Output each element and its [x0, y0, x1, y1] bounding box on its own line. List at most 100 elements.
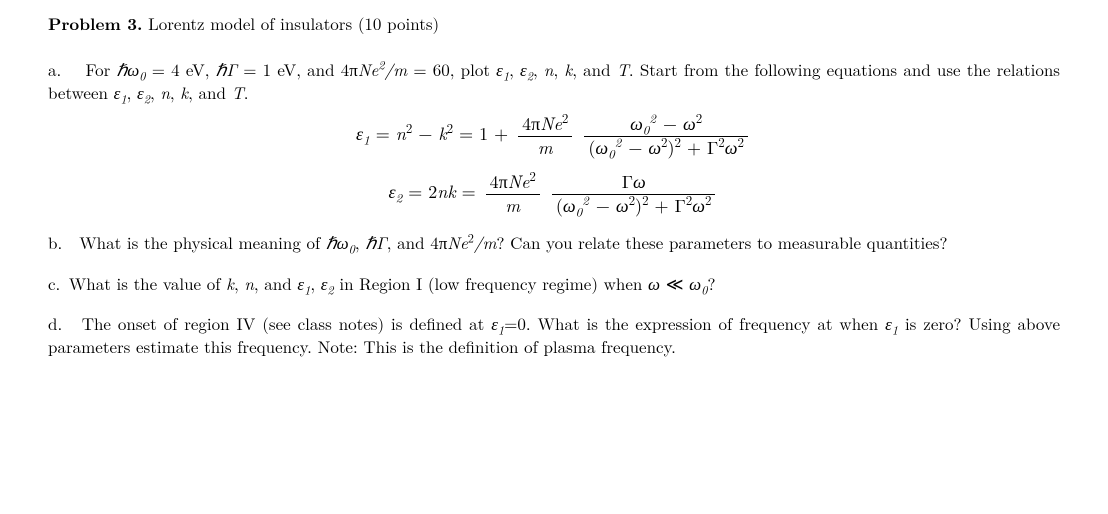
- problem-title: Problem 3. Lorentz model of insulators (…: [48, 12, 1060, 36]
- num: 4πNe2: [486, 172, 540, 195]
- T: T: [617, 57, 629, 81]
- eps: ε: [885, 311, 892, 335]
- plus: + Γ: [681, 135, 718, 160]
- equation-eps1: ε1 = n2 − k2 = 1 + 4πNe2 m ω02 − ω2 (ω02…: [48, 114, 1060, 158]
- sep: , and 4π: [387, 230, 448, 254]
- eq-line: ε2 = 2nk = 4πNe2 m Γω (ω02 − ω2)2 + Γ2ω2: [389, 172, 720, 216]
- minus: −: [412, 121, 438, 146]
- w: ω: [630, 111, 643, 136]
- eq: =: [370, 121, 396, 146]
- w: ω: [725, 135, 738, 160]
- over-m: /m: [474, 230, 497, 254]
- w: ω: [689, 271, 701, 295]
- n: n: [396, 121, 406, 146]
- problem-page: Problem 3. Lorentz model of insulators (…: [0, 0, 1108, 514]
- w: ω: [683, 111, 696, 136]
- n: n: [244, 271, 254, 295]
- den: m: [518, 137, 572, 159]
- eps: ε: [389, 179, 396, 204]
- N: N: [508, 169, 521, 194]
- eps1: ε1: [297, 271, 310, 295]
- q: ?: [496, 230, 504, 254]
- lhs: ε1: [356, 121, 370, 146]
- hbar-gamma: ℏΓ: [216, 57, 237, 81]
- q: ?: [707, 271, 715, 295]
- problem-label: Problem 3.: [48, 12, 142, 36]
- sup: 2: [705, 190, 711, 209]
- text: What is the value of: [69, 271, 226, 295]
- eq: = 2: [402, 179, 437, 204]
- eps1: ε1: [491, 311, 504, 335]
- hw0: ℏω: [326, 230, 349, 254]
- hbar-omega: ℏω: [117, 57, 140, 81]
- text: What is the physical meaning of: [79, 230, 326, 254]
- den: (ω02 − ω2)2 + Γ2ω2: [584, 137, 748, 159]
- sup: 2: [649, 108, 656, 127]
- eps: ε: [491, 311, 498, 335]
- sup: 2: [582, 190, 589, 209]
- eps: ε: [496, 57, 503, 81]
- eps: ε: [520, 57, 527, 81]
- eps2: ε2: [321, 271, 334, 295]
- w0: ω0: [689, 271, 707, 295]
- part-b-letter: b.: [48, 230, 62, 254]
- frac2: ω02 − ω2 (ω02 − ω2)2 + Γ2ω2: [584, 114, 748, 158]
- eps2: ε2: [137, 80, 150, 104]
- k: k: [564, 57, 572, 81]
- w: ω: [648, 135, 661, 160]
- text: The onset of region IV (see class notes)…: [82, 311, 492, 335]
- part-d-letter: d.: [48, 311, 62, 335]
- Ne: Ne: [358, 57, 378, 81]
- w0sq: ω02: [563, 193, 589, 218]
- sup: 2: [529, 166, 535, 185]
- sup: 2: [696, 108, 702, 127]
- close: ): [635, 193, 642, 218]
- w0sq: ω02: [630, 111, 656, 136]
- k: k: [180, 80, 188, 104]
- sub: 2: [527, 66, 533, 84]
- part-b: b. What is the physical meaning of ℏω0 , …: [48, 231, 1060, 254]
- w: ω: [616, 193, 629, 218]
- minus: −: [622, 135, 648, 160]
- s: 0: [608, 143, 615, 162]
- N: N: [540, 111, 553, 136]
- text: For: [85, 57, 116, 81]
- frac1: 4πNe2 m: [518, 114, 572, 158]
- equation-eps2: ε2 = 2nk = 4πNe2 m Γω (ω02 − ω2)2 + Γ2ω2: [48, 172, 1060, 216]
- part-d: d. The onset of region IV (see class not…: [48, 312, 1060, 358]
- k: k: [226, 271, 234, 295]
- sup: 2: [615, 132, 622, 151]
- part-a-letter: a.: [48, 57, 61, 81]
- fourpi: 4π: [522, 111, 540, 136]
- part-a: a. For ℏω0 = 4 eV, ℏΓ = 1 eV, and 4πNe2/…: [48, 58, 1060, 104]
- text: = 1 eV, and 4π: [237, 57, 358, 81]
- k: k: [447, 179, 455, 204]
- fourpi: 4π: [490, 169, 508, 194]
- eq0: =0.: [504, 311, 530, 335]
- sup: 2: [562, 108, 568, 127]
- ll: ≪: [660, 271, 689, 295]
- w: ω: [692, 193, 705, 218]
- frac2: Γω (ω02 − ω2)2 + Γ2ω2: [552, 172, 716, 216]
- minus: −: [590, 193, 616, 218]
- eps2: ε2: [520, 57, 533, 81]
- sup: 2: [737, 132, 743, 151]
- open: (: [556, 193, 563, 218]
- close: ): [668, 135, 675, 160]
- eps1: ε1: [114, 80, 127, 104]
- plus: + Γ: [649, 193, 686, 218]
- den: m: [486, 195, 540, 217]
- eq: = 1 +: [453, 121, 514, 146]
- k: k: [438, 121, 446, 146]
- n: n: [160, 80, 170, 104]
- text: What is the expression of frequency at w…: [531, 311, 885, 335]
- num: 4πNe2: [518, 114, 572, 137]
- sym: ℏω0: [326, 230, 355, 254]
- w0sq: ω02: [595, 135, 621, 160]
- sub: 1: [363, 129, 370, 148]
- sym: Ne2: [358, 57, 385, 81]
- text: in Region I (low frequency regime) when: [334, 271, 648, 295]
- w: ω: [595, 135, 608, 160]
- sub: 0: [608, 143, 615, 162]
- sub: 1: [120, 89, 126, 107]
